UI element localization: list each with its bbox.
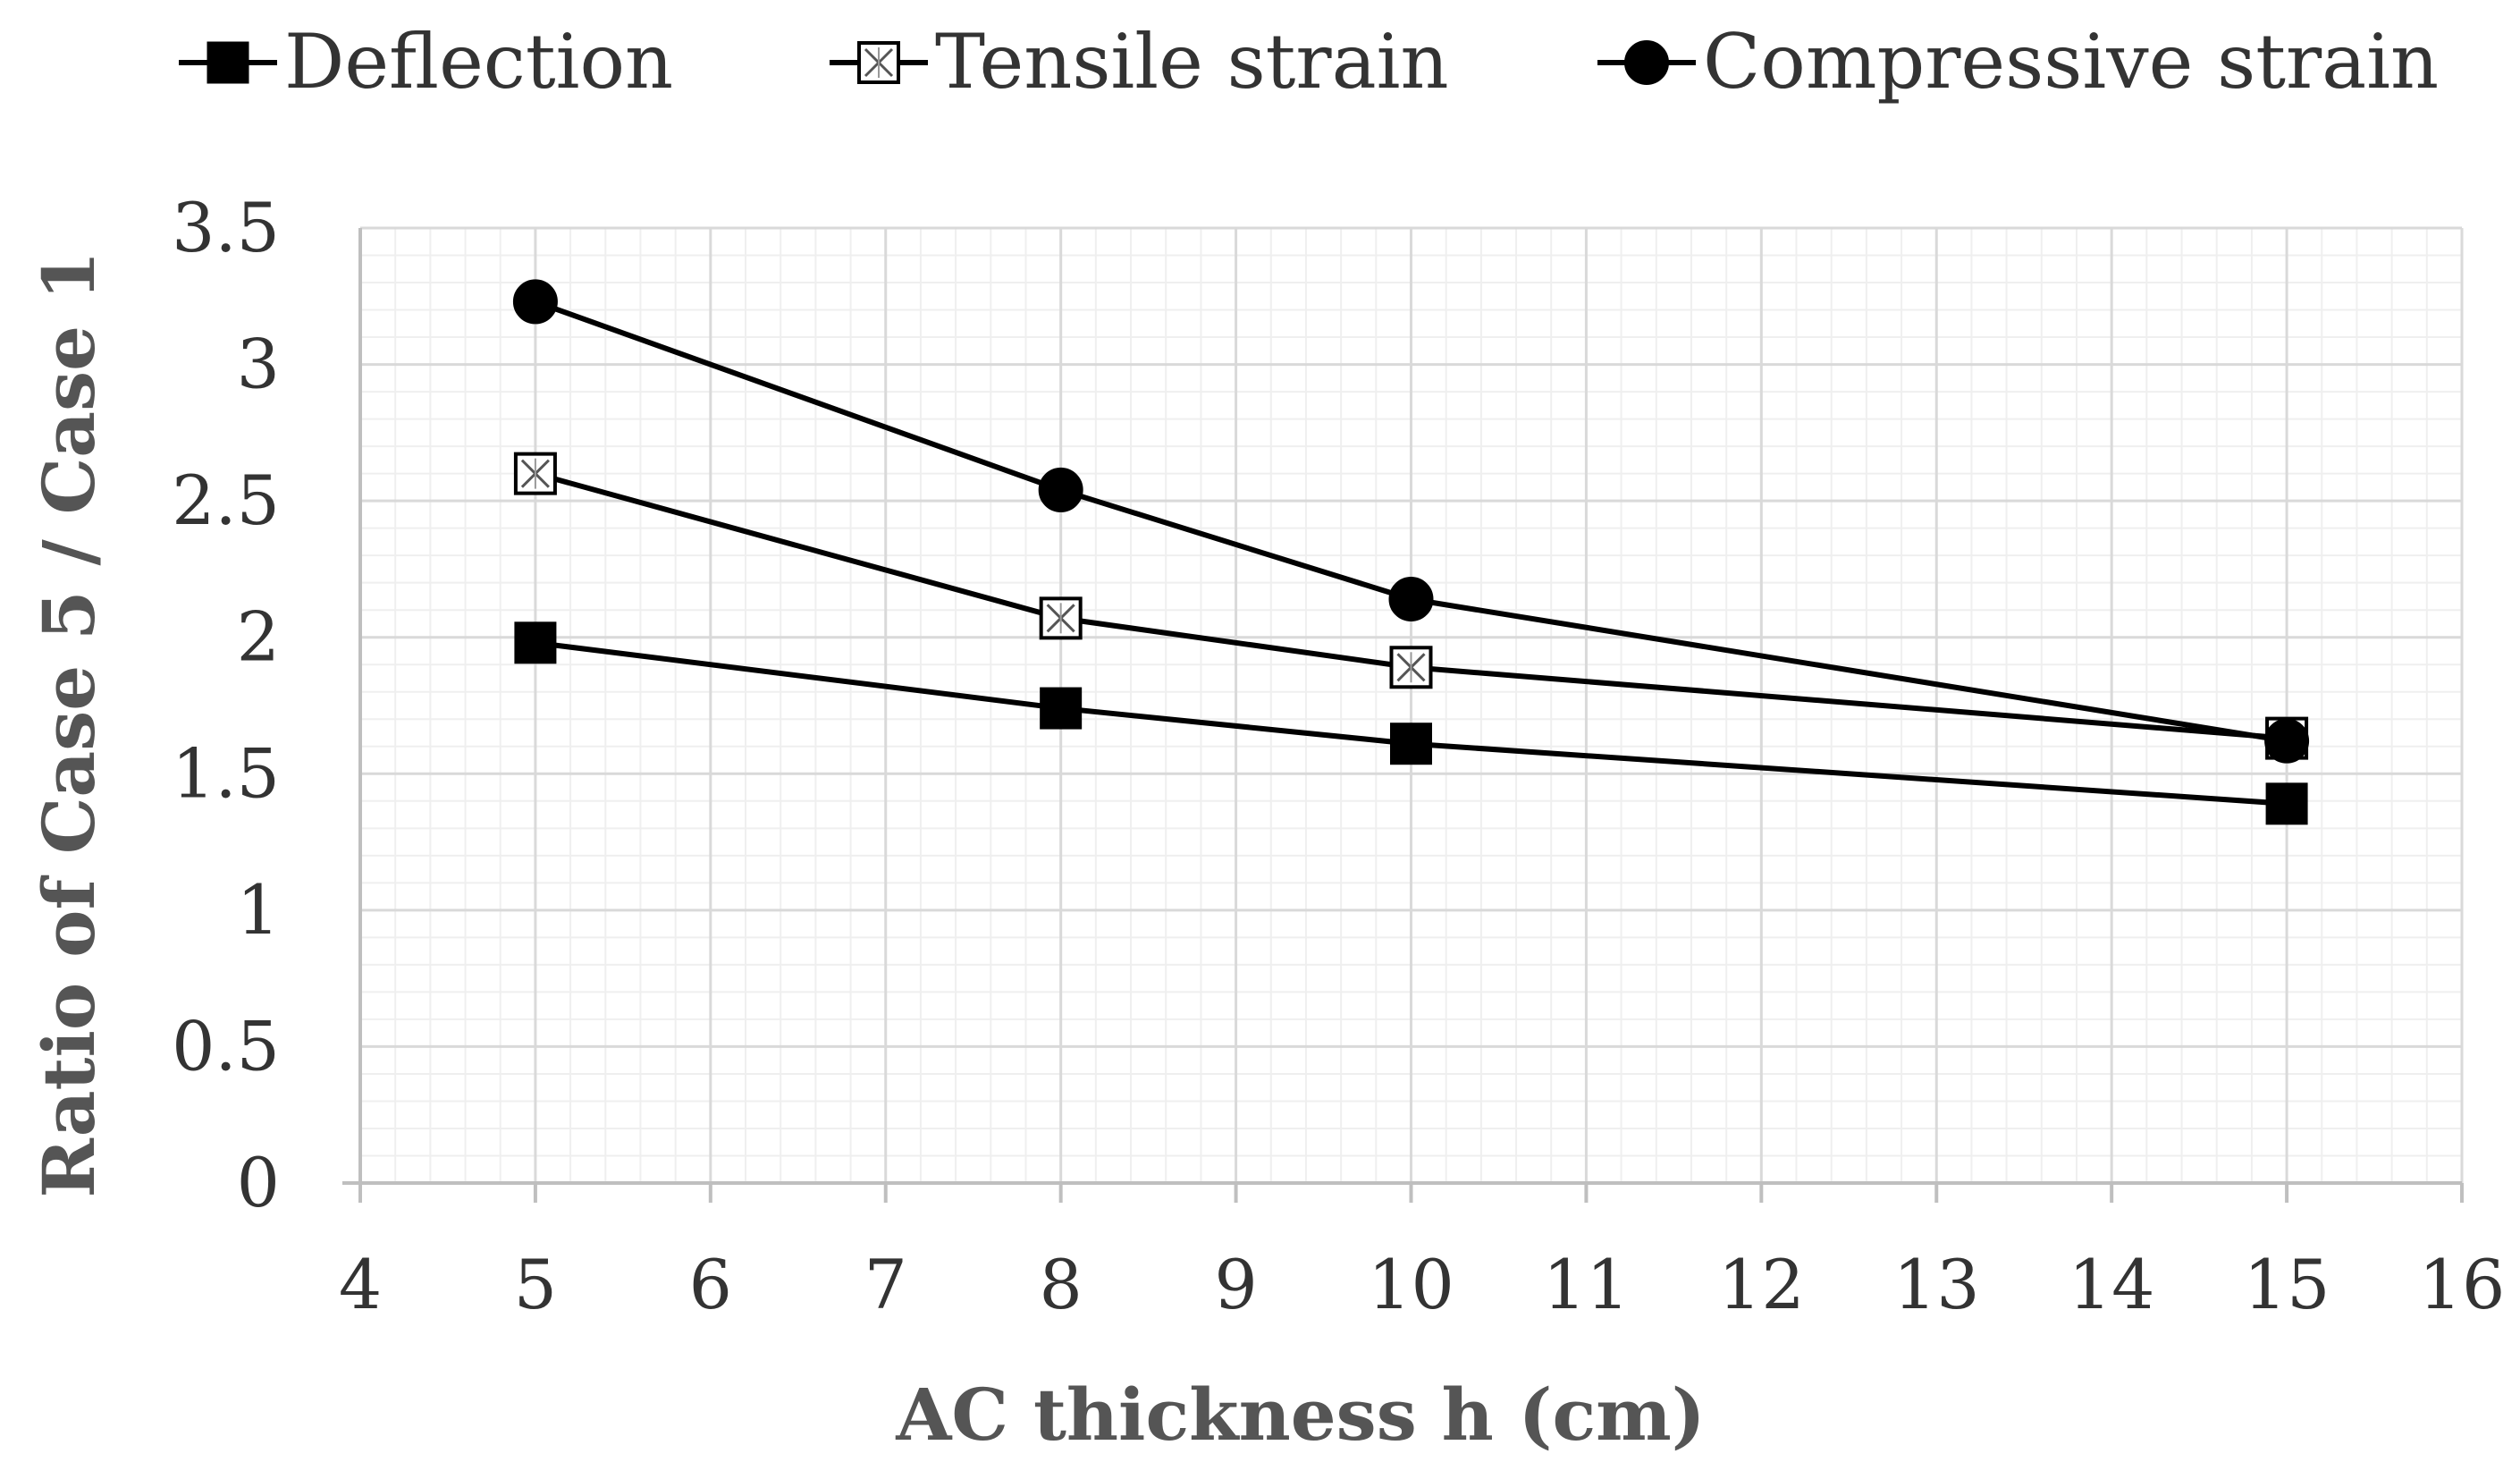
x-tick-label: 7 <box>864 1245 907 1324</box>
x-tick-label: 6 <box>689 1245 732 1324</box>
compressive-strain-point <box>2264 718 2310 764</box>
x-tick-label: 13 <box>1893 1245 1980 1324</box>
deflection-point <box>2265 782 2308 825</box>
axes <box>342 228 2464 1203</box>
legend: Deflection Tensile strain Compressive stra… <box>179 18 2439 106</box>
legend-label-tensile-strain: Tensile strain <box>935 18 1449 106</box>
y-axis-title: Ratio of Case 5 / Case 1 <box>27 250 111 1197</box>
y-tick-label: 0.5 <box>172 1006 280 1086</box>
x-tick-label: 8 <box>1039 1245 1082 1324</box>
compressive-strain-point <box>1038 467 1083 512</box>
y-tick-label: 3 <box>237 325 280 404</box>
tensile-strain-point <box>1039 596 1083 640</box>
major-gridlines <box>360 226 2464 1183</box>
x-tick-label: 5 <box>514 1245 557 1324</box>
x-tick-label: 11 <box>1543 1245 1630 1324</box>
legend-marker-tensile-strain <box>857 41 900 84</box>
compressive-strain-point <box>512 279 558 325</box>
compressive-strain-line <box>534 299 2288 744</box>
y-tick-label: 1.5 <box>172 733 280 813</box>
y-tick-label: 2.5 <box>172 461 280 540</box>
tensile-strain-point <box>513 452 557 495</box>
tick-labels: 4 5 6 7 8 9 10 11 12 13 14 15 16 0 0.5 1 1.5 2 2.5 3 3.5 <box>172 188 2505 1324</box>
legend-label-compressive-strain: Compressive strain <box>1703 18 2439 106</box>
x-tick-label: 9 <box>1214 1245 1257 1324</box>
x-tick-label: 14 <box>2069 1245 2155 1324</box>
tensile-strain-line <box>535 470 2288 741</box>
deflection-point <box>1390 723 1432 765</box>
x-tick-label: 16 <box>2419 1245 2506 1324</box>
legend-marker-compressive-strain <box>1624 40 1669 85</box>
series-markers <box>512 279 2310 825</box>
x-tick-label: 10 <box>1368 1245 1454 1324</box>
legend-marker-deflection <box>206 41 249 84</box>
x-tick-label: 12 <box>1718 1245 1805 1324</box>
legend-item-deflection: Deflection <box>179 18 673 106</box>
y-tick-label: 1 <box>237 870 280 950</box>
legend-item-tensile-strain: Tensile strain <box>830 18 1449 106</box>
y-tick-label: 3.5 <box>172 188 280 267</box>
deflection-line <box>535 639 2288 807</box>
deflection-point <box>514 621 557 664</box>
compressive-strain-point <box>1388 576 1434 621</box>
tensile-strain-point <box>1389 646 1433 689</box>
deflection-point <box>1040 687 1083 730</box>
x-axis-title: AC thickness h (cm) <box>895 1373 1705 1457</box>
x-tick-label: 15 <box>2244 1245 2330 1324</box>
legend-item-compressive-strain: Compressive strain <box>1597 18 2439 106</box>
legend-label-deflection: Deflection <box>284 18 673 106</box>
y-tick-label: 2 <box>237 597 280 677</box>
series-lines <box>534 299 2288 807</box>
y-tick-label: 0 <box>237 1143 280 1222</box>
x-tick-label: 4 <box>339 1245 382 1324</box>
